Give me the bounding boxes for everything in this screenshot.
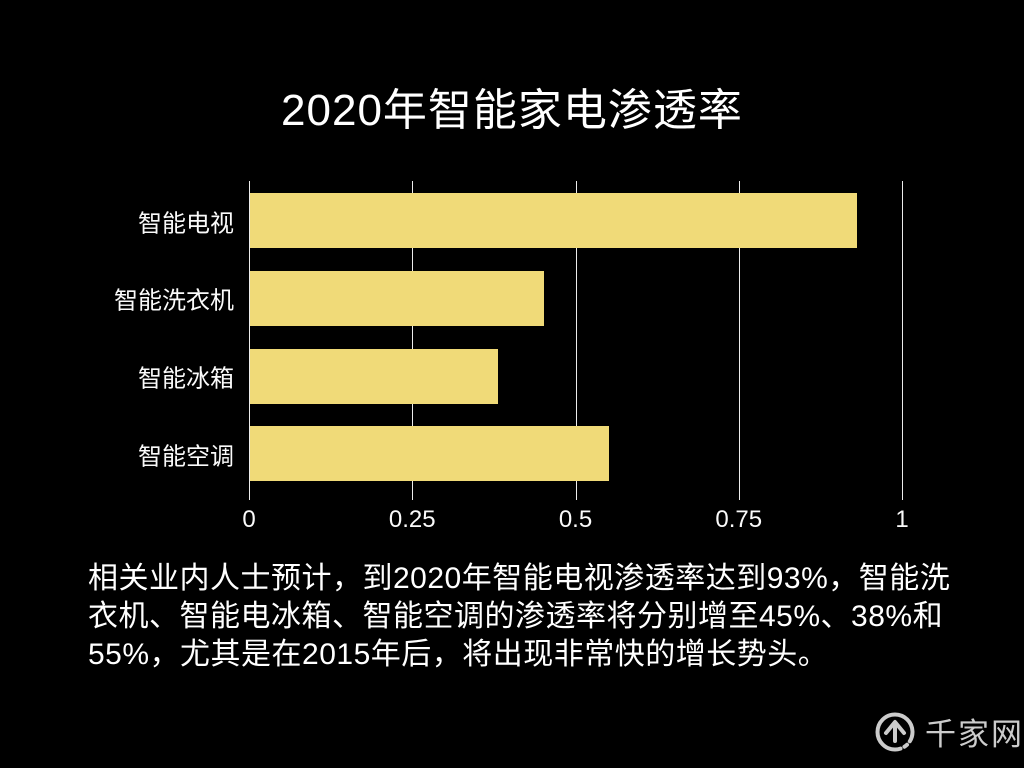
category-label: 智能洗衣机 [114, 287, 234, 315]
bar-智能电视 [250, 193, 858, 248]
gridline [249, 181, 250, 500]
category-label: 智能电视 [138, 210, 234, 237]
x-axis-tick-labels: 0 0.25 0.5 0.75 1 [242, 506, 908, 536]
gridline [575, 181, 577, 500]
category-label: 智能空调 [138, 443, 234, 471]
caption-text: 相关业内人士预计，到2020年智能电视渗透率达到93%，智能洗 衣机、智能电冰箱、… [88, 560, 968, 674]
x-tick-label: 0.25 [388, 506, 436, 533]
up-arrow-circle-icon [875, 712, 915, 751]
gridline [412, 181, 414, 500]
watermark-logo: 千家网 [874, 709, 1024, 754]
bar-智能空调 [250, 426, 610, 482]
x-tick-label: 0 [242, 506, 256, 533]
bar-智能洗衣机 [250, 270, 544, 326]
bar-智能冰箱 [250, 348, 499, 404]
x-tick-label: 0.75 [715, 506, 763, 533]
caption-line: 55%，尤其是在2015年后，将出现非常快的增长势头。 [88, 638, 829, 671]
caption-line: 相关业内人士预计，到2020年智能电视渗透率达到93%，智能洗 [88, 562, 951, 595]
caption-line: 衣机、智能电冰箱、智能空调的渗透率将分别增至45%、38%和 [88, 600, 944, 633]
gridline [902, 181, 903, 500]
chart-title: 2020年智能家电渗透率 [281, 86, 743, 135]
logo-text: 千家网 [925, 717, 1024, 752]
bar-chart-plot-area [249, 181, 903, 500]
x-tick-label: 1 [895, 506, 909, 533]
x-tick-label: 0.5 [558, 506, 593, 533]
gridline [738, 181, 740, 500]
category-label: 智能冰箱 [138, 365, 234, 393]
y-axis-category-labels: 智能电视智能洗衣机智能冰箱智能空调 [0, 181, 236, 492]
